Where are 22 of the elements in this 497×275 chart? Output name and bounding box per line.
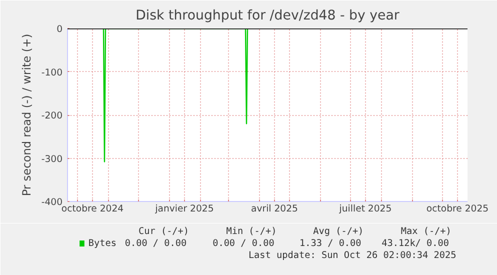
y-axis-title: Pr second read (-) / write (+) bbox=[19, 34, 34, 196]
chart-title: Disk throughput for /dev/zd48 - by year bbox=[136, 8, 400, 24]
x-tick-label: octobre 2024 bbox=[61, 204, 124, 214]
text: 0.00 / 0.00 bbox=[124, 238, 188, 249]
y-tick-label: -300 bbox=[41, 154, 63, 165]
text: 1.33 / 0.00 bbox=[300, 238, 362, 249]
x-tick-label: janvier 2025 bbox=[154, 204, 214, 214]
text: Min (-/+) bbox=[226, 226, 277, 237]
text: Avg (-/+) bbox=[313, 226, 364, 237]
text: Cur (-/+) bbox=[138, 226, 190, 237]
text: Max (-/+) bbox=[400, 226, 452, 237]
x-tick-label: avril 2025 bbox=[251, 204, 298, 214]
text: 43.12k/ 0.00 bbox=[382, 238, 450, 249]
x-tick-label: juillet 2025 bbox=[338, 204, 392, 214]
y-tick-label: -400 bbox=[41, 197, 63, 208]
y-tick-label: 0 bbox=[56, 24, 63, 35]
legend-label: Bytes bbox=[88, 238, 117, 249]
y-tick-label: -100 bbox=[41, 67, 63, 78]
x-tick-label: octobre 2025 bbox=[426, 204, 489, 214]
text: 0.00 / 0.00 bbox=[212, 238, 275, 249]
text: Last update: Sun Oct 26 02:00:34 2025 bbox=[248, 250, 456, 261]
y-tick-label: -200 bbox=[41, 110, 63, 122]
